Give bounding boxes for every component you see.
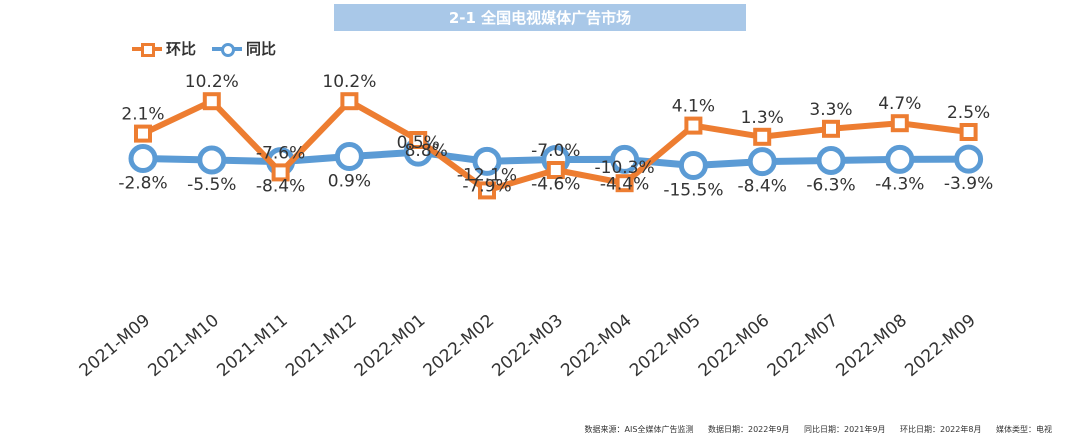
footer-mom-date: 环比日期：2022年8月 xyxy=(900,425,982,434)
mom-data-label: 2.1% xyxy=(121,105,164,125)
yoy-point xyxy=(128,144,158,174)
yoy-point xyxy=(610,144,640,174)
x-tick-label: 2022-M02 xyxy=(420,311,499,381)
chart-footer: 数据来源：AIS全媒体广告监测 数据日期：2022年9月 同比日期：2021年9… xyxy=(573,424,1052,435)
yoy-point xyxy=(885,144,915,174)
yoy-point xyxy=(816,145,846,175)
x-tick-label: 2022-M09 xyxy=(901,311,980,381)
yoy-data-label: -15.5% xyxy=(663,181,723,201)
yoy-data-label: 0.9% xyxy=(328,172,371,192)
yoy-data-label: -2.8% xyxy=(118,174,167,194)
yoy-data-label: -3.9% xyxy=(944,174,993,194)
mom-point xyxy=(822,119,840,138)
legend-label-yoy: 同比 xyxy=(246,40,277,58)
mom-point xyxy=(271,163,290,182)
yoy-data-label: 8.8% xyxy=(405,141,448,161)
x-tick-label: 2022-M05 xyxy=(626,311,705,381)
yoy-data-label: -6.3% xyxy=(806,175,855,195)
mom-data-label: 10.2% xyxy=(185,72,239,92)
yoy-point xyxy=(747,147,777,177)
mom-point xyxy=(753,127,772,146)
mom-point xyxy=(615,174,634,193)
x-tick-label: 2021-M11 xyxy=(213,311,292,381)
mom-data-label: 1.3% xyxy=(741,108,784,128)
x-tick-label: 2022-M01 xyxy=(351,311,430,381)
footer-source: 数据来源：AIS全媒体广告监测 xyxy=(584,425,694,434)
mom-data-label: -12.1% xyxy=(457,165,517,185)
legend-label-mom: 环比 xyxy=(166,40,197,58)
mom-point xyxy=(959,123,978,141)
yoy-point xyxy=(678,151,708,181)
footer-data-date: 数据日期：2022年9月 xyxy=(708,425,790,434)
x-tick-label: 2021-M12 xyxy=(282,311,361,381)
mom-data-label: -7.6% xyxy=(256,143,305,163)
mom-point xyxy=(409,131,428,149)
chart-title-text: 2-1 全国电视媒体广告市场 xyxy=(448,9,632,27)
yoy-point xyxy=(472,146,502,176)
yoy-data-label: -8.4% xyxy=(738,177,787,197)
mom-point xyxy=(478,181,496,200)
mom-point xyxy=(684,116,703,135)
chart-legend: 环比 同比 xyxy=(132,38,292,59)
footer-media-type: 媒体类型：电视 xyxy=(996,425,1052,434)
yoy-data-label: -5.5% xyxy=(187,175,236,195)
mom-data-label: 4.7% xyxy=(878,94,921,114)
x-tick-label: 2022-M08 xyxy=(833,311,912,381)
yoy-point xyxy=(197,145,227,175)
legend-swatch-mom-icon xyxy=(132,42,162,57)
yoy-data-label: -7.9% xyxy=(462,176,511,196)
x-tick-label: 2022-M04 xyxy=(557,311,636,381)
mom-data-label: 4.1% xyxy=(672,97,715,117)
yoy-point xyxy=(334,142,364,172)
x-tick-label: 2022-M06 xyxy=(695,311,774,381)
mom-point xyxy=(546,161,565,179)
legend-swatch-yoy-icon xyxy=(212,42,243,57)
chart-title: 2-1 全国电视媒体广告市场 xyxy=(334,4,746,31)
mom-data-label: 0.5% xyxy=(397,133,440,153)
yoy-data-label: -4.4% xyxy=(600,174,649,194)
yoy-data-label: -4.6% xyxy=(531,175,580,195)
mom-data-label: 2.5% xyxy=(947,103,990,123)
mom-data-label: -10.3% xyxy=(595,158,655,178)
legend-item-mom: 环比 xyxy=(132,38,196,59)
x-tick-label: 2022-M07 xyxy=(764,311,843,381)
yoy-data-label: -8.4% xyxy=(256,177,305,197)
yoy-point xyxy=(954,144,984,174)
mom-data-label: 10.2% xyxy=(322,72,376,92)
footer-yoy-date: 同比日期：2021年9月 xyxy=(804,425,886,434)
mom-data-label: -7.0% xyxy=(531,141,580,161)
mom-point xyxy=(202,92,221,111)
x-tick-label: 2022-M03 xyxy=(489,311,568,381)
legend-item-yoy: 同比 xyxy=(212,38,276,59)
mom-point xyxy=(890,114,909,133)
yoy-data-label: -4.3% xyxy=(875,174,924,194)
mom-data-label: 3.3% xyxy=(809,100,852,120)
x-tick-label: 2021-M10 xyxy=(145,311,224,381)
mom-point xyxy=(340,92,359,111)
x-tick-label: 2021-M09 xyxy=(76,311,155,381)
mom-point xyxy=(134,124,152,143)
